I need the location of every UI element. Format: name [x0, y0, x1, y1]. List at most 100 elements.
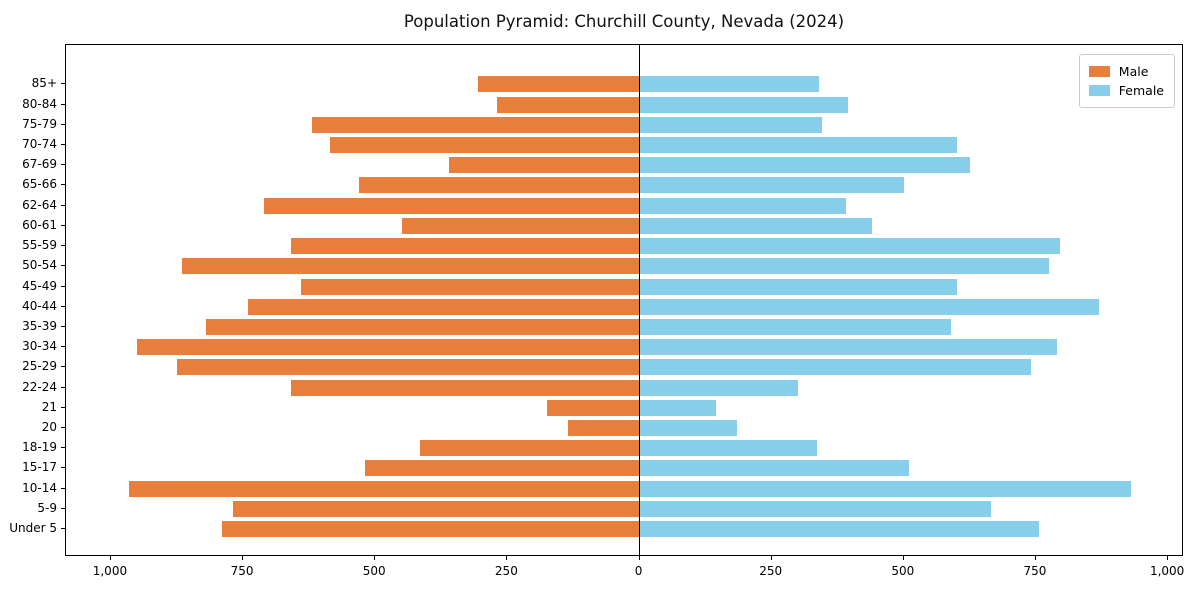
male-bar-60-61	[401, 217, 640, 234]
y-tick-mark	[61, 123, 65, 125]
female-bar-Under 5	[639, 521, 1039, 538]
y-tick-mark	[61, 83, 65, 85]
male-bar-67-69	[449, 157, 640, 174]
female-bar-15-17	[639, 460, 910, 477]
male-bar-25-29	[177, 359, 640, 376]
y-axis-label-18-19: 18-19	[22, 440, 57, 455]
male-bar-62-64	[264, 197, 640, 214]
y-tick-mark	[61, 305, 65, 307]
female-bar-55-59	[639, 238, 1060, 255]
plot-area: Male Female	[65, 44, 1183, 556]
female-bar-67-69	[639, 157, 970, 174]
y-tick-mark	[61, 528, 65, 530]
x-tick-label-750: 750	[230, 564, 254, 578]
legend-row-female: Female	[1088, 81, 1164, 100]
female-bar-21	[639, 399, 717, 416]
male-bar-30-34	[137, 339, 640, 356]
y-axis-label-62-64: 62-64	[22, 197, 57, 212]
center-axis-line	[638, 45, 641, 555]
male-bar-40-44	[248, 298, 640, 315]
female-bar-35-39	[639, 318, 952, 335]
y-axis-label-15-17: 15-17	[22, 460, 57, 475]
y-tick-mark	[61, 366, 65, 368]
x-tick-mark	[109, 556, 111, 560]
y-axis-label-50-54: 50-54	[22, 258, 57, 273]
y-tick-mark	[61, 427, 65, 429]
y-tick-mark	[61, 325, 65, 327]
y-tick-mark	[61, 184, 65, 186]
female-bar-70-74	[639, 136, 957, 153]
y-tick-mark	[61, 467, 65, 469]
y-tick-mark	[61, 386, 65, 388]
legend-male-label: Male	[1118, 64, 1149, 79]
y-axis-label-67-69: 67-69	[22, 157, 57, 172]
x-tick-label-250: 250	[759, 564, 783, 578]
y-axis-label-35-39: 35-39	[22, 318, 57, 333]
x-tick-label-1,000: 1,000	[92, 564, 128, 578]
female-bar-20	[639, 420, 738, 437]
male-bar-22-24	[290, 379, 640, 396]
chart-title: Population Pyramid: Churchill County, Ne…	[403, 12, 845, 31]
male-bar-70-74	[330, 136, 640, 153]
y-tick-mark	[61, 507, 65, 509]
x-tick-mark	[1034, 556, 1036, 560]
y-axis-label-20: 20	[41, 420, 57, 435]
x-tick-label-500: 500	[362, 564, 386, 578]
y-axis-label-21: 21	[41, 399, 57, 414]
female-bar-5-9	[639, 500, 992, 517]
male-bar-80-84	[496, 96, 640, 113]
y-tick-mark	[61, 447, 65, 449]
female-bar-45-49	[639, 278, 957, 295]
y-axis-label-55-59: 55-59	[22, 238, 57, 253]
x-tick-mark	[902, 556, 904, 560]
y-axis-label-5-9: 5-9	[37, 500, 57, 515]
x-tick-mark	[770, 556, 772, 560]
male-bar-35-39	[206, 318, 640, 335]
female-bar-85+	[639, 76, 820, 93]
y-axis-label-30-34: 30-34	[22, 339, 57, 354]
y-axis-label-75-79: 75-79	[22, 116, 57, 131]
x-tick-mark	[242, 556, 244, 560]
male-bar-45-49	[301, 278, 640, 295]
y-tick-mark	[61, 406, 65, 408]
y-axis-label-25-29: 25-29	[22, 359, 57, 374]
x-tick-mark	[374, 556, 376, 560]
female-bar-50-54	[639, 258, 1050, 275]
legend-row-male: Male	[1088, 62, 1164, 81]
x-tick-mark	[638, 556, 640, 560]
y-axis-label-45-49: 45-49	[22, 278, 57, 293]
male-bar-50-54	[182, 258, 640, 275]
x-tick-label-250: 250	[494, 564, 518, 578]
female-bar-22-24	[639, 379, 799, 396]
y-axis-label-85+: 85+	[31, 76, 57, 91]
y-axis-label-70-74: 70-74	[22, 136, 57, 151]
y-tick-mark	[61, 285, 65, 287]
x-tick-label-500: 500	[891, 564, 915, 578]
y-tick-mark	[61, 204, 65, 206]
female-bar-75-79	[639, 116, 822, 133]
female-bar-10-14	[639, 480, 1132, 497]
male-bar-Under 5	[221, 521, 640, 538]
male-bar-85+	[478, 76, 640, 93]
male-bar-20	[568, 420, 640, 437]
female-bar-65-66	[639, 177, 904, 194]
female-bar-60-61	[639, 217, 873, 234]
male-bar-10-14	[129, 480, 640, 497]
y-tick-mark	[61, 487, 65, 489]
y-tick-mark	[61, 103, 65, 105]
female-bar-80-84	[639, 96, 849, 113]
male-bar-21	[547, 399, 640, 416]
x-tick-label-750: 750	[1023, 564, 1047, 578]
female-bar-30-34	[639, 339, 1058, 356]
y-axis-label-65-66: 65-66	[22, 177, 57, 192]
x-tick-mark	[506, 556, 508, 560]
y-axis-label-10-14: 10-14	[22, 480, 57, 495]
y-axis-label-80-84: 80-84	[22, 96, 57, 111]
y-tick-mark	[61, 164, 65, 166]
female-bar-25-29	[639, 359, 1031, 376]
y-tick-mark	[61, 346, 65, 348]
y-tick-mark	[61, 224, 65, 226]
legend-male-swatch	[1088, 66, 1110, 77]
y-axis-label-40-44: 40-44	[22, 298, 57, 313]
